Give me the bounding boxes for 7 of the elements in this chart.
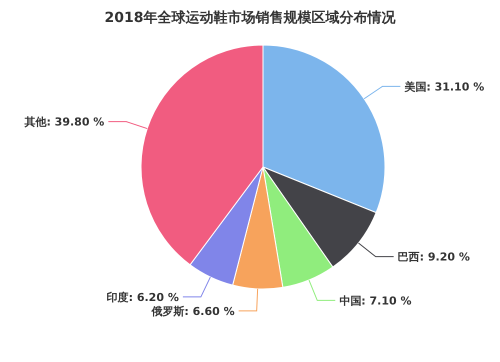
slice-label: 中国: 7.10 % xyxy=(339,294,412,308)
slice-label: 其他: 39.80 % xyxy=(23,116,104,129)
slice-label: 美国: 31.10 % xyxy=(403,80,484,94)
slice-label: 俄罗斯: 6.60 % xyxy=(150,304,235,318)
slice-label: 印度: 6.20 % xyxy=(106,290,179,304)
chart-title: 2018年全球运动鞋市场销售规模区域分布情况 xyxy=(104,9,396,26)
slice-label: 巴西: 9.20 % xyxy=(398,250,470,264)
